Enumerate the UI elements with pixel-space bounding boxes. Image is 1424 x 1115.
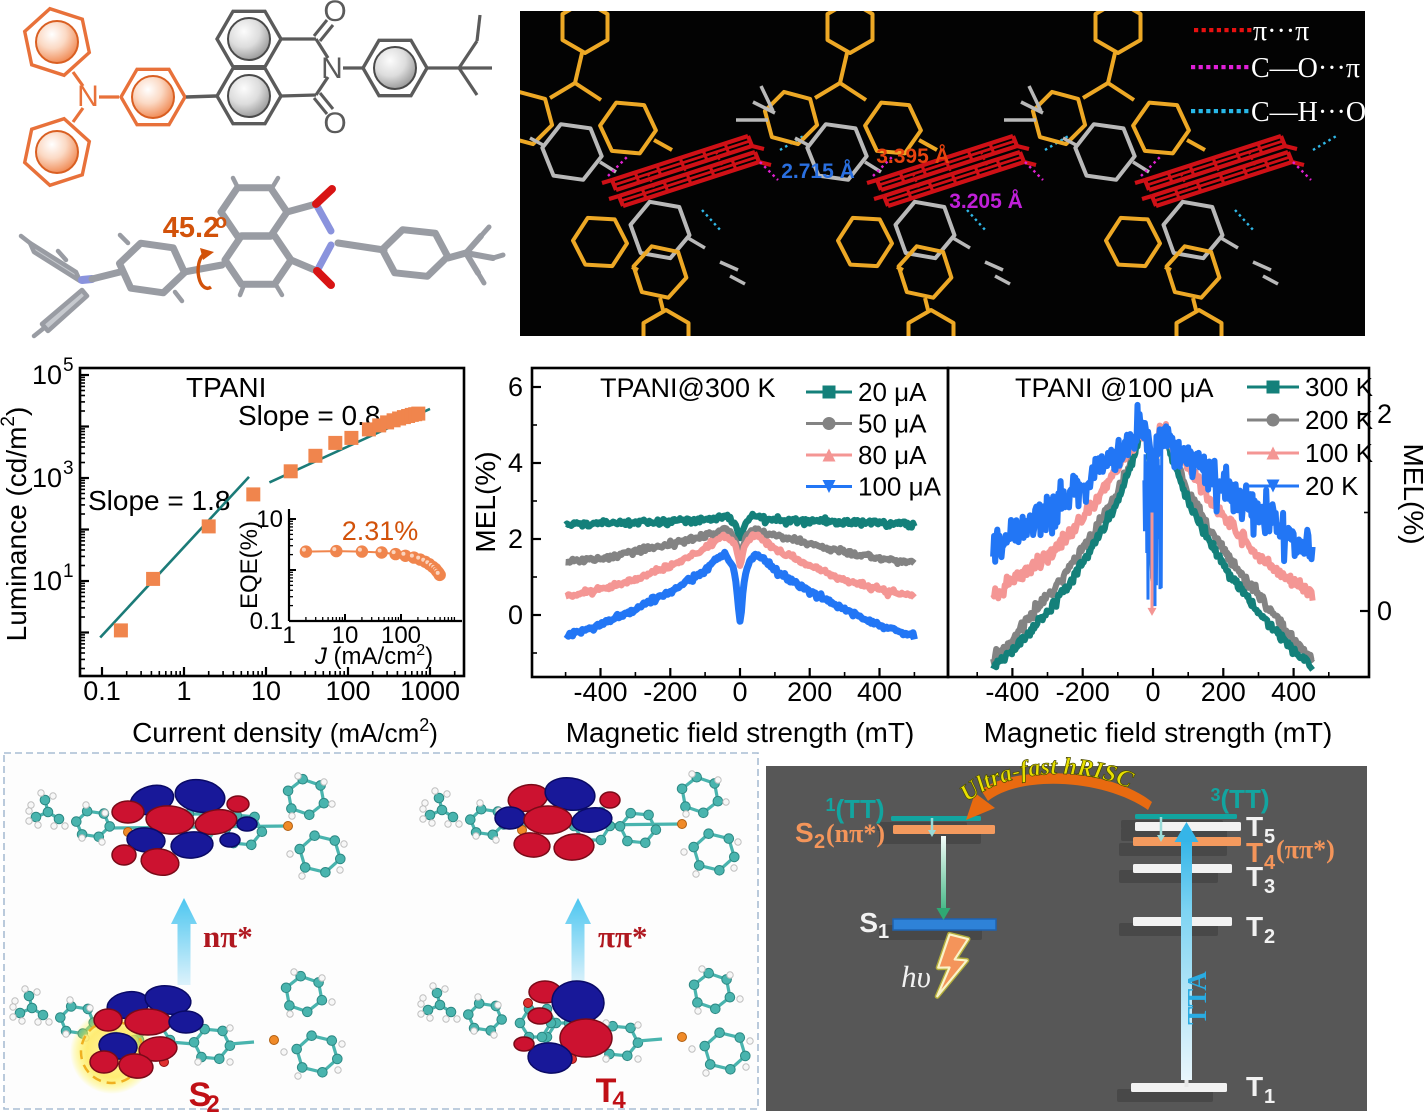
svg-text:N: N <box>321 52 343 85</box>
svg-text:T: T <box>1246 837 1263 868</box>
svg-text:S: S <box>189 1076 212 1114</box>
svg-text:(ππ*): (ππ*) <box>1276 835 1335 864</box>
svg-text:50 μA: 50 μA <box>858 409 927 439</box>
svg-text:5: 5 <box>1264 826 1275 848</box>
svg-text:6: 6 <box>508 372 523 402</box>
svg-text:Magnetic field strength (mT): Magnetic field strength (mT) <box>984 717 1333 748</box>
svg-text:100: 100 <box>381 622 421 649</box>
svg-text:0.1: 0.1 <box>83 676 121 706</box>
svg-text:Slope = 0.8: Slope = 0.8 <box>238 400 380 431</box>
svg-text:3: 3 <box>63 458 74 479</box>
svg-text:T: T <box>1246 1071 1263 1102</box>
svg-text:T: T <box>1246 911 1263 942</box>
svg-text:100: 100 <box>325 676 370 706</box>
svg-text:2.31%: 2.31% <box>342 516 419 546</box>
svg-text:4: 4 <box>1264 852 1276 874</box>
svg-text:10: 10 <box>32 463 62 493</box>
svg-text:4: 4 <box>508 448 523 478</box>
svg-text:MEL(%): MEL(%) <box>1398 443 1424 544</box>
svg-text:3(TT): 3(TT) <box>1210 784 1269 814</box>
svg-text:400: 400 <box>857 677 902 707</box>
svg-text:T: T <box>1246 861 1263 892</box>
svg-text:π···π: π···π <box>1253 16 1309 47</box>
svg-text:-200: -200 <box>643 677 697 707</box>
svg-text:C—O···π: C—O···π <box>1251 53 1360 84</box>
svg-text:1000: 1000 <box>400 676 460 706</box>
svg-text:o: o <box>215 211 227 233</box>
svg-text:S: S <box>795 817 814 848</box>
svg-text:Magnetic field strength (mT): Magnetic field strength (mT) <box>566 717 915 748</box>
svg-text:TPANI @100 μA: TPANI @100 μA <box>1015 373 1214 403</box>
svg-text:Slope = 1.8: Slope = 1.8 <box>88 485 230 516</box>
svg-text:MEL(%): MEL(%) <box>470 451 501 552</box>
svg-text:Current density (mA/cm2): Current density (mA/cm2) <box>132 715 438 748</box>
svg-text:C—H···O: C—H···O <box>1251 97 1366 128</box>
svg-text:2: 2 <box>1264 926 1275 948</box>
svg-text:O: O <box>323 107 346 140</box>
svg-text:1: 1 <box>878 921 889 943</box>
svg-text:300 K: 300 K <box>1305 372 1374 402</box>
svg-text:5: 5 <box>63 355 74 376</box>
svg-text:200 K: 200 K <box>1305 405 1374 435</box>
svg-text:200: 200 <box>1201 677 1246 707</box>
svg-text:S: S <box>859 907 878 938</box>
svg-text:2: 2 <box>206 1091 219 1115</box>
svg-text:20 K: 20 K <box>1305 471 1359 501</box>
svg-text:TPANI: TPANI <box>186 372 266 403</box>
svg-text:1: 1 <box>176 676 191 706</box>
svg-text:J (mA/cm2): J (mA/cm2) <box>314 642 433 670</box>
svg-text:1(TT): 1(TT) <box>825 794 884 824</box>
svg-text:0: 0 <box>508 600 523 630</box>
svg-text:2: 2 <box>814 831 825 853</box>
svg-text:1: 1 <box>1264 1086 1275 1108</box>
svg-text:T: T <box>596 1072 617 1110</box>
svg-text:2.715 Å: 2.715 Å <box>781 159 855 183</box>
svg-text:3.205 Å: 3.205 Å <box>949 189 1023 213</box>
svg-text:200: 200 <box>787 677 832 707</box>
svg-text:T: T <box>1246 811 1263 842</box>
svg-text:4: 4 <box>612 1087 626 1114</box>
svg-text:100 K: 100 K <box>1305 438 1374 468</box>
svg-text:1: 1 <box>282 622 295 649</box>
svg-text:N: N <box>77 80 99 113</box>
svg-text:-200: -200 <box>1056 677 1110 707</box>
svg-text:2: 2 <box>1377 399 1392 429</box>
svg-text:0.1: 0.1 <box>250 608 283 635</box>
svg-text:3: 3 <box>1264 876 1275 898</box>
svg-text:TPANI@300 K: TPANI@300 K <box>600 373 775 403</box>
svg-text:10: 10 <box>251 676 281 706</box>
svg-text:10: 10 <box>32 360 62 390</box>
svg-text:2: 2 <box>508 524 523 554</box>
svg-text:-400: -400 <box>985 677 1039 707</box>
svg-text:TTA: TTA <box>1182 971 1212 1025</box>
svg-text:nπ*: nπ* <box>203 919 253 954</box>
svg-text:100 μA: 100 μA <box>858 472 942 502</box>
svg-text:0: 0 <box>1377 596 1392 626</box>
svg-text:hυ: hυ <box>901 959 931 994</box>
svg-text:Luminance (cd/m2): Luminance (cd/m2) <box>0 407 32 642</box>
svg-text:10: 10 <box>256 506 283 533</box>
svg-text:45.2: 45.2 <box>163 212 219 244</box>
svg-text:ππ*: ππ* <box>598 919 647 954</box>
svg-text:0: 0 <box>732 677 747 707</box>
svg-text:EQE(%): EQE(%) <box>236 521 263 609</box>
svg-text:10: 10 <box>32 566 62 596</box>
svg-text:20 μA: 20 μA <box>858 377 927 407</box>
svg-text:0: 0 <box>1145 677 1160 707</box>
svg-text:-400: -400 <box>573 677 627 707</box>
svg-text:(nπ*): (nπ*) <box>826 819 885 848</box>
svg-text:80 μA: 80 μA <box>858 440 927 470</box>
svg-text:10: 10 <box>332 622 359 649</box>
svg-text:3.395 Å: 3.395 Å <box>876 144 950 168</box>
svg-text:O: O <box>323 0 346 28</box>
svg-text:1: 1 <box>63 561 74 582</box>
svg-text:400: 400 <box>1271 677 1316 707</box>
